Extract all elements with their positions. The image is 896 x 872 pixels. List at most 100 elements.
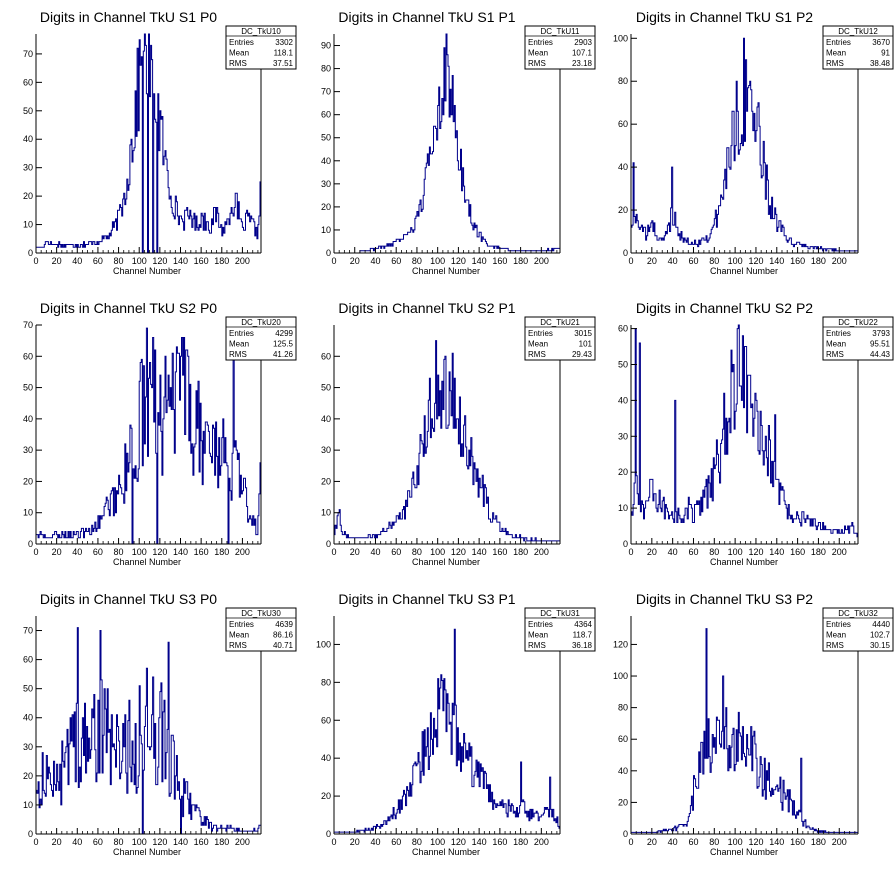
histogram-panel: Digits in Channel TkU S2 P20 20 40 60 80 100 1… xyxy=(618,300,894,567)
x-tick-label: 200 xyxy=(534,547,549,557)
histogram-panel: Digits in Channel TkU S3 P2 0 20 40 60 80 100 1… xyxy=(613,591,894,857)
y-tick-label: 20 xyxy=(321,476,331,486)
x-tick-label: 200 xyxy=(832,837,847,847)
x-tick-label: 40 xyxy=(668,256,678,266)
stats-value: 41.26 xyxy=(273,350,294,359)
y-tick-label: 70 xyxy=(321,87,331,97)
y-tick-label: 40 xyxy=(618,162,628,172)
x-tick-label: 20 xyxy=(52,256,62,266)
x-tick-label: 140 xyxy=(173,547,188,557)
x-tick-label: 60 xyxy=(93,837,103,847)
stats-key: Entries xyxy=(528,620,553,629)
x-tick-label: 20 xyxy=(350,256,360,266)
stats-box xyxy=(225,607,297,652)
stats-key: RMS xyxy=(229,350,247,359)
stats-value: 3670 xyxy=(872,38,890,47)
x-tick-label: 60 xyxy=(93,256,103,266)
x-tick-label: 40 xyxy=(370,547,380,557)
stats-key: Mean xyxy=(826,49,846,58)
x-tick-label: 20 xyxy=(647,837,657,847)
stats-value: 23.18 xyxy=(572,59,593,68)
stats-box-name: DC_TkU30 xyxy=(241,609,281,618)
y-tick-label: 80 xyxy=(618,703,628,713)
y-tick-label: 60 xyxy=(618,324,628,334)
histogram-title: Digits in Channel TkU S3 P0 xyxy=(40,591,217,607)
y-tick-label: 50 xyxy=(321,133,331,143)
y-tick-label: 20 xyxy=(23,191,33,201)
x-tick-label: 140 xyxy=(769,256,784,266)
x-tick-label: 80 xyxy=(114,256,124,266)
y-tick-label: 50 xyxy=(23,383,33,393)
x-tick-label: 120 xyxy=(152,547,167,557)
x-tick-label: 80 xyxy=(412,837,422,847)
x-tick-label: 160 xyxy=(492,256,507,266)
x-tick-label: 40 xyxy=(72,256,82,266)
histogram-series-line xyxy=(630,37,859,253)
y-tick-label: 100 xyxy=(613,33,628,43)
stats-key: Entries xyxy=(528,38,553,47)
x-tick-label: 60 xyxy=(93,547,103,557)
stats-key: RMS xyxy=(826,641,844,650)
histogram-series-line xyxy=(333,340,561,544)
y-tick-label: 20 xyxy=(618,467,628,477)
x-tick-label: 160 xyxy=(194,547,209,557)
y-tick-label: 20 xyxy=(618,205,628,215)
histogram-series-line xyxy=(333,628,561,834)
x-tick-label: 100 xyxy=(728,837,743,847)
x-tick-label: 200 xyxy=(534,256,549,266)
y-tick-label: 20 xyxy=(321,202,331,212)
stats-value: 2903 xyxy=(574,38,592,47)
stats-box-name: DC_TkU11 xyxy=(541,27,581,36)
x-tick-label: 80 xyxy=(709,837,719,847)
stats-value: 91 xyxy=(881,49,890,58)
stats-value: 4364 xyxy=(574,620,592,629)
stats-value: 3302 xyxy=(275,38,293,47)
x-tick-label: 160 xyxy=(790,837,805,847)
y-tick-label: 40 xyxy=(321,414,331,424)
histogram-series-line xyxy=(630,628,859,834)
stats-value: 29.43 xyxy=(572,350,593,359)
stats-value: 37.51 xyxy=(273,59,294,68)
x-tick-label: 60 xyxy=(688,837,698,847)
y-tick-label: 30 xyxy=(23,163,33,173)
stats-key: Mean xyxy=(229,631,249,640)
y-tick-label: 20 xyxy=(321,791,331,801)
x-tick-label: 20 xyxy=(52,547,62,557)
x-tick-label: 180 xyxy=(214,837,229,847)
y-tick-label: 30 xyxy=(618,431,628,441)
stats-key: Entries xyxy=(826,329,851,338)
y-tick-label: 40 xyxy=(321,753,331,763)
x-tick-label: 200 xyxy=(235,256,250,266)
stats-box xyxy=(524,607,596,652)
x-tick-label: 0 xyxy=(33,256,38,266)
x-tick-label: 140 xyxy=(472,837,487,847)
histogram-panel: Digits in Channel TkU S1 P00 20 40 60 80 100 1… xyxy=(23,9,297,276)
y-tick-label: 30 xyxy=(23,742,33,752)
x-tick-label: 200 xyxy=(832,547,847,557)
stats-box xyxy=(524,316,596,361)
stats-value: 107.1 xyxy=(572,49,593,58)
x-tick-label: 0 xyxy=(628,547,633,557)
stats-box-name: DC_TkU12 xyxy=(838,27,878,36)
y-tick-label: 10 xyxy=(618,503,628,513)
y-tick-label: 60 xyxy=(23,655,33,665)
y-tick-label: 10 xyxy=(321,225,331,235)
x-tick-label: 140 xyxy=(173,256,188,266)
y-tick-label: 50 xyxy=(23,106,33,116)
x-tick-label: 120 xyxy=(451,256,466,266)
stats-key: Entries xyxy=(826,620,851,629)
stats-box xyxy=(822,607,894,652)
stats-key: Mean xyxy=(826,631,846,640)
x-tick-label: 40 xyxy=(72,837,82,847)
stats-value: 44.43 xyxy=(870,350,891,359)
stats-key: RMS xyxy=(528,350,546,359)
x-tick-label: 140 xyxy=(472,547,487,557)
x-tick-label: 100 xyxy=(132,547,147,557)
y-tick-label: 20 xyxy=(618,797,628,807)
x-tick-label: 20 xyxy=(350,837,360,847)
histogram-title: Digits in Channel TkU S3 P1 xyxy=(338,591,515,607)
stats-key: RMS xyxy=(229,59,247,68)
x-axis-label: Channel Number xyxy=(412,266,480,276)
y-tick-label: 60 xyxy=(618,734,628,744)
stats-key: Mean xyxy=(826,340,846,349)
